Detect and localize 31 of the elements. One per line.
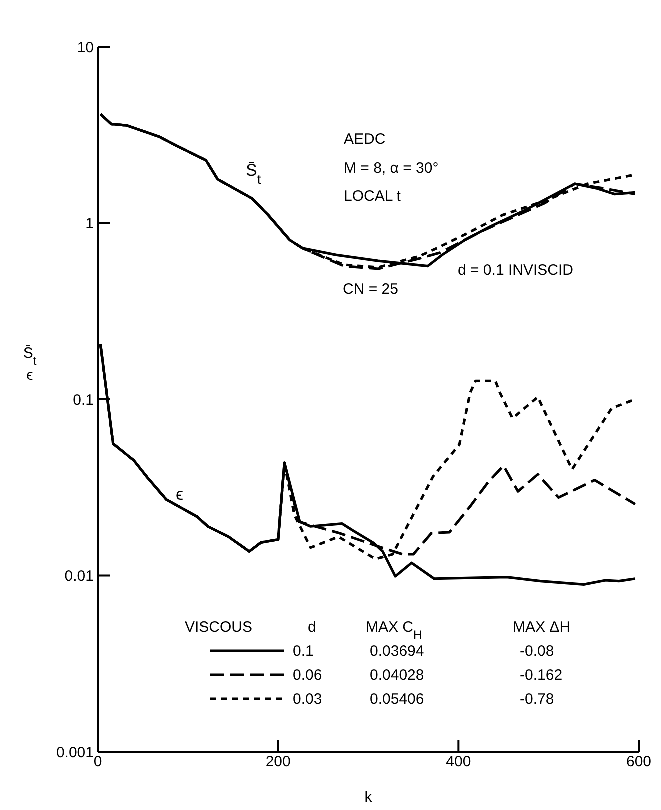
annotation: MAX ΔH xyxy=(513,619,571,636)
annotation: -0.78 xyxy=(520,691,554,708)
x-tick-label: 0 xyxy=(94,754,102,771)
annotation: AEDC xyxy=(344,131,386,148)
legend-title: VISCOUS xyxy=(185,619,253,636)
x-tick-label: 200 xyxy=(266,754,291,771)
annotation: M = 8, α = 30° xyxy=(344,160,439,177)
legend-label: 0.03 xyxy=(293,691,322,708)
annotation: CN = 25 xyxy=(343,281,398,298)
x-tick-label: 600 xyxy=(626,754,652,771)
annotation: MAX C$_{H}$ xyxy=(366,619,422,642)
annotation: -0.162 xyxy=(520,667,563,684)
annotation: d xyxy=(308,619,316,636)
annotation: ϵ xyxy=(176,485,184,504)
x-tick-label: 400 xyxy=(446,754,472,771)
annotation: d = 0.1 INVISCID xyxy=(458,262,574,279)
y-tick-label: 0.01 xyxy=(64,568,94,586)
y-tick-label: 0.001 xyxy=(56,744,94,762)
annotation: 0.04028 xyxy=(370,667,424,684)
x-axis-title: k xyxy=(364,789,373,806)
annotation: S̄$_{t}$ xyxy=(246,161,262,186)
legend-label: 0.1 xyxy=(293,643,314,660)
y-axis-title: S̄$_{t}$ ϵ xyxy=(23,345,38,384)
y-tick-label: 0.1 xyxy=(73,392,94,409)
annotation: 0.05406 xyxy=(370,691,424,708)
y-tick-label: 1 xyxy=(86,216,94,233)
annotation: LOCAL t xyxy=(344,188,402,205)
annotation: 0.03694 xyxy=(370,643,424,660)
y-tick-label: 10 xyxy=(77,39,94,56)
legend-label: 0.06 xyxy=(293,667,322,684)
annotation: -0.08 xyxy=(520,643,554,660)
